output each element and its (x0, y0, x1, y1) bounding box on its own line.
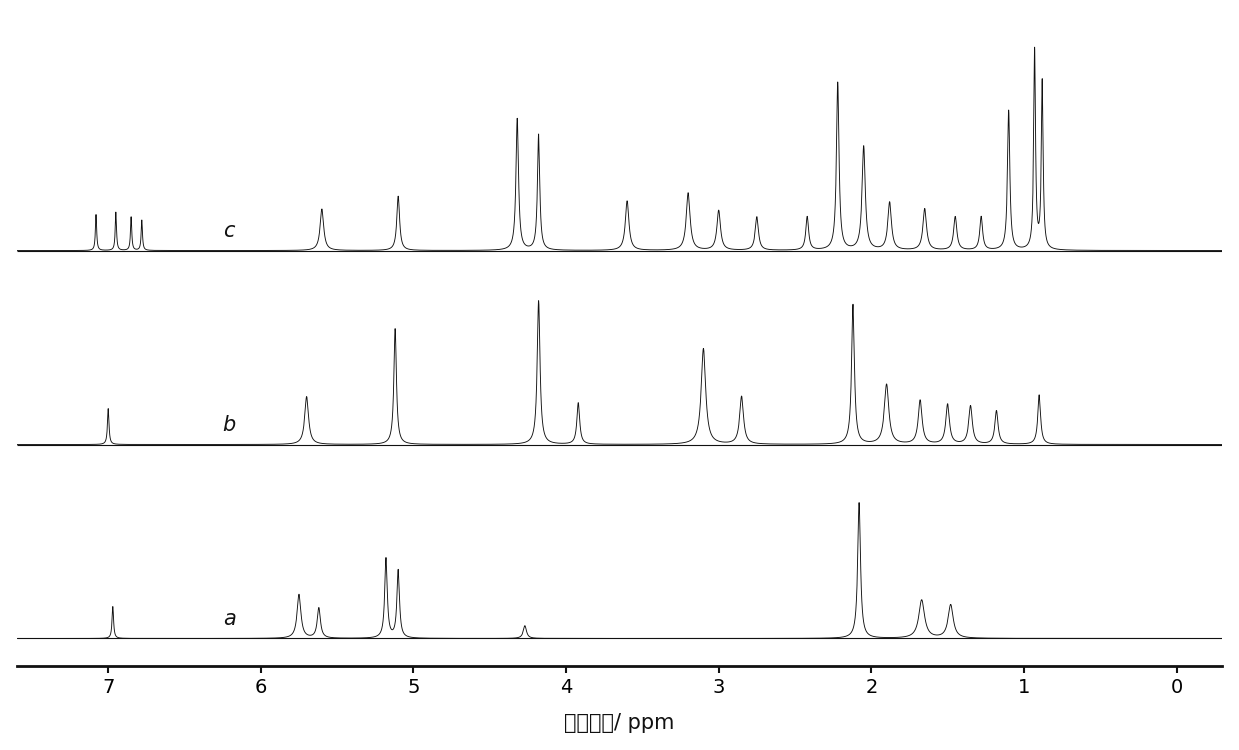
Text: b: b (223, 416, 235, 436)
Text: a: a (223, 609, 235, 629)
Text: c: c (223, 221, 234, 242)
X-axis label: 化学位移/ ppm: 化学位移/ ppm (564, 713, 675, 734)
